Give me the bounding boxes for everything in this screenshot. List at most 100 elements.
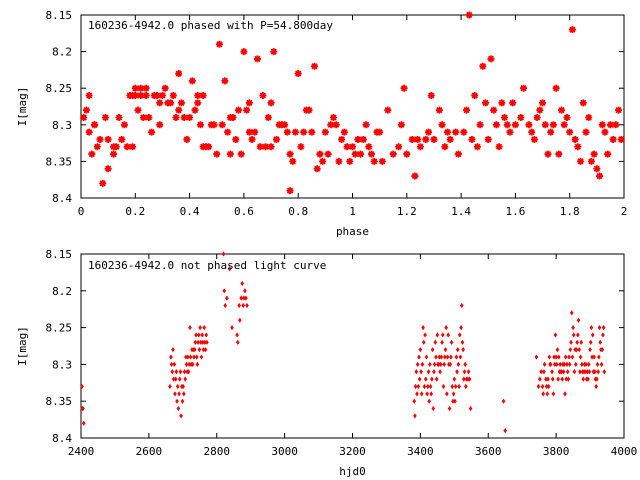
data-point — [530, 135, 538, 143]
data-point — [424, 354, 429, 360]
data-point — [234, 106, 242, 114]
data-point — [574, 143, 582, 151]
data-point — [576, 317, 581, 323]
data-point — [601, 325, 606, 331]
data-point — [484, 135, 492, 143]
data-point — [453, 398, 457, 404]
data-point — [193, 339, 198, 345]
data-point — [368, 150, 376, 158]
data-point — [569, 339, 573, 345]
data-point — [421, 339, 426, 345]
data-point — [370, 157, 378, 165]
data-point — [452, 376, 457, 382]
data-point — [452, 128, 460, 136]
data-point — [188, 325, 192, 331]
data-point — [563, 113, 571, 121]
data-point — [186, 369, 191, 375]
data-point — [91, 121, 99, 129]
data-point — [587, 157, 595, 165]
y-tick-label: 8.2 — [52, 46, 72, 59]
data-point — [120, 121, 128, 129]
data-point — [188, 354, 193, 360]
data-point — [172, 113, 180, 121]
data-point — [563, 391, 567, 397]
data-point — [240, 280, 245, 287]
data-point — [205, 143, 213, 151]
data-point — [251, 128, 259, 136]
data-point — [438, 121, 446, 129]
unphased-chart: 2400 2600 2800 3000 3200 3400 3600 3800 4000 8.15… — [16, 248, 637, 478]
data-point — [541, 121, 549, 129]
data-point — [547, 354, 552, 360]
data-point — [176, 405, 181, 412]
data-point — [464, 383, 468, 390]
data-point — [454, 354, 459, 360]
data-point — [457, 332, 462, 338]
data-point — [226, 150, 234, 158]
data-point — [585, 369, 590, 375]
data-point — [597, 354, 601, 360]
data-point — [362, 121, 370, 129]
data-point — [567, 354, 571, 360]
data-point — [80, 383, 84, 390]
plot-frame — [80, 14, 625, 199]
data-point — [434, 376, 439, 382]
data-point — [225, 295, 229, 301]
data-point — [451, 398, 455, 404]
data-point — [436, 361, 441, 367]
data-point — [235, 339, 240, 345]
data-point — [430, 376, 434, 382]
data-point — [536, 383, 541, 390]
data-point — [437, 354, 442, 360]
data-point — [576, 332, 580, 338]
data-point — [262, 143, 270, 151]
data-point — [221, 251, 226, 257]
data-point — [286, 187, 294, 195]
data-point — [235, 332, 239, 338]
data-point — [427, 92, 435, 100]
data-point — [184, 354, 188, 360]
y-tick-label: 8.35 — [46, 155, 73, 168]
data-point — [440, 339, 444, 345]
data-point — [253, 55, 261, 63]
data-point — [182, 369, 187, 375]
data-point — [335, 157, 343, 165]
data-point — [104, 165, 112, 173]
data-point — [590, 354, 594, 360]
chart-title: 160236-4942.0 not phased light curve — [88, 259, 326, 272]
data-point — [195, 361, 200, 367]
data-point — [460, 128, 468, 136]
data-point — [596, 172, 604, 180]
data-point — [461, 347, 465, 353]
data-point — [137, 84, 145, 92]
phased-chart: 0 0.2 0.4 0.6 0.8 1 1.2 1.4 1.6 1.8 2 8.15 8.2 8.25 8.… — [16, 9, 627, 238]
data-point — [201, 347, 206, 353]
data-point — [476, 121, 484, 129]
data-point — [423, 332, 427, 338]
data-point — [568, 26, 576, 34]
data-point — [244, 295, 248, 301]
data-point — [601, 332, 605, 338]
data-point — [196, 339, 200, 345]
data-point — [210, 121, 218, 129]
data-point — [416, 143, 424, 151]
data-point — [415, 361, 420, 367]
data-point — [167, 99, 175, 107]
x-axis-label: phase — [336, 225, 369, 238]
data-point — [540, 383, 545, 390]
data-point — [555, 347, 560, 353]
data-point — [600, 347, 605, 353]
data-point — [174, 369, 179, 375]
data-point — [579, 339, 584, 345]
data-point — [546, 383, 551, 390]
data-point — [168, 383, 172, 390]
data-point — [539, 369, 543, 375]
data-point — [327, 121, 335, 129]
data-point — [194, 332, 198, 338]
data-point — [158, 92, 166, 100]
data-point — [495, 143, 503, 151]
data-point — [425, 128, 433, 136]
data-point — [536, 106, 544, 114]
data-point — [196, 121, 204, 129]
data-point — [462, 369, 467, 375]
